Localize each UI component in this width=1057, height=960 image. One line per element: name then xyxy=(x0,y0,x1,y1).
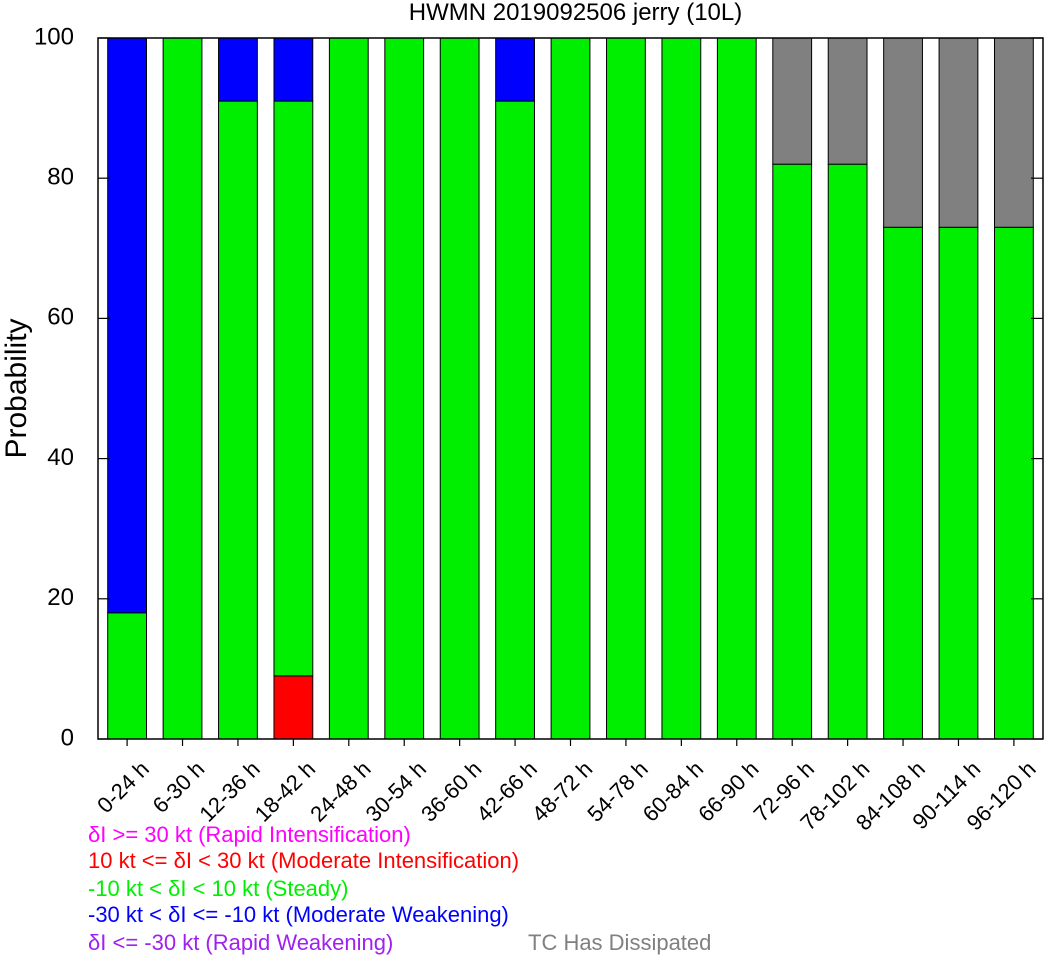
bar-segment xyxy=(273,100,314,677)
bar-segment xyxy=(218,100,258,740)
bar-segment xyxy=(273,37,314,102)
legend-entry-dissipated: TC Has Dissipated xyxy=(528,930,712,955)
bar-segment xyxy=(661,37,702,740)
y-tick-label: 60 xyxy=(47,304,74,331)
legend-entry-steady: -10 kt < δI < 10 kt (Steady) xyxy=(88,876,349,901)
y-axis-label: Probability xyxy=(0,318,33,458)
bar-segment xyxy=(994,37,1034,228)
x-tick-label: 60-84 h xyxy=(638,756,708,826)
legend-entry-rapid-intensification: δI >= 30 kt (Rapid Intensification) xyxy=(88,822,411,847)
x-tick-label: 18-42 h xyxy=(250,756,320,826)
bar-segment xyxy=(162,37,203,740)
chart-title: HWMN 2019092506 jerry (10L) xyxy=(409,0,742,26)
x-tick-label: 24-48 h xyxy=(305,756,375,826)
bar-segment xyxy=(716,37,757,740)
y-tick-label: 20 xyxy=(47,584,74,611)
bar-segment xyxy=(938,226,979,740)
bar-segment xyxy=(883,37,923,228)
bar-segment xyxy=(273,675,314,740)
y-tick-label: 0 xyxy=(61,724,74,751)
bar-segment xyxy=(495,37,535,102)
bar-segment xyxy=(328,37,369,740)
y-tick-label: 40 xyxy=(47,444,74,471)
y-tick-label: 100 xyxy=(34,23,74,50)
bar-segment xyxy=(107,37,147,614)
x-tick-label: 48-72 h xyxy=(527,756,597,826)
bar-segment xyxy=(384,37,425,740)
bar-segment xyxy=(550,37,591,740)
bar-segment xyxy=(938,37,979,228)
bar-segment xyxy=(439,37,480,740)
bar-segment xyxy=(606,37,646,740)
bar-segment xyxy=(994,226,1034,740)
legend-entry-rapid-weakening: δI <= -30 kt (Rapid Weakening) xyxy=(88,930,394,955)
bar-segment xyxy=(883,226,923,740)
bar-segment xyxy=(772,163,813,740)
x-tick-label: 66-90 h xyxy=(693,756,763,826)
legend-entry-moderate-weakening: -30 kt < δI <= -10 kt (Moderate Weakenin… xyxy=(88,902,509,927)
x-tick-label: 0-24 h xyxy=(92,756,154,818)
legend-entry-moderate-intensification: 10 kt <= δI < 30 kt (Moderate Intensific… xyxy=(88,848,520,873)
x-tick-label: 30-54 h xyxy=(361,756,431,826)
y-tick-label: 80 xyxy=(47,164,74,191)
plot-frame xyxy=(97,37,1044,740)
x-tick-label: 12-36 h xyxy=(194,756,264,826)
x-tick-label: 54-78 h xyxy=(582,756,652,826)
bar-segment xyxy=(827,37,868,165)
bar-segment xyxy=(772,37,813,165)
x-tick-label: 42-66 h xyxy=(471,756,541,826)
bar-segment xyxy=(827,163,868,740)
bar-segment xyxy=(495,100,535,740)
bar-segment xyxy=(218,37,258,102)
x-tick-label: 36-60 h xyxy=(416,756,486,826)
bar-segment xyxy=(107,612,147,740)
